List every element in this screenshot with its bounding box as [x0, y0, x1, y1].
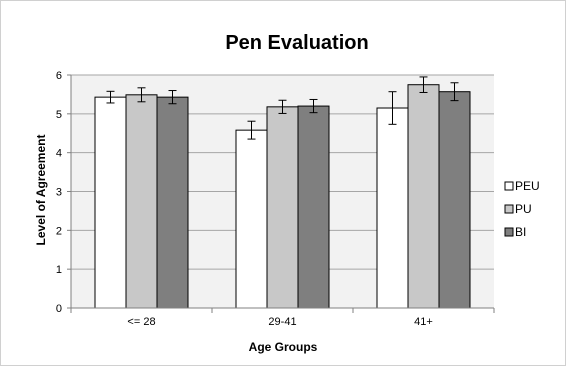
x-tick-label: 29-41: [268, 316, 296, 328]
bar-bi: [438, 91, 471, 309]
y-axis-label: Level of Agreement: [34, 135, 48, 246]
y-tick-label: 1: [56, 264, 62, 276]
plot-area: [70, 74, 494, 309]
bar-peu: [94, 96, 127, 309]
legend-swatch-bi: [504, 227, 514, 237]
x-tick-label: <= 28: [127, 316, 155, 328]
y-tick-label: 3: [56, 187, 62, 199]
legend: PEU PU BI: [504, 179, 540, 239]
x-axis-ticks: <= 28 29-41 41+: [70, 308, 495, 328]
bar-pu: [125, 94, 158, 309]
y-tick-label: 0: [56, 303, 62, 315]
y-tick-label: 5: [56, 109, 62, 121]
bar-peu: [235, 129, 268, 309]
bar-pu: [407, 84, 440, 309]
legend-label-pu: PU: [515, 202, 532, 216]
y-tick-label: 4: [56, 148, 62, 160]
legend-swatch-peu: [504, 181, 514, 191]
bar-pu: [266, 106, 299, 309]
y-tick-label: 6: [56, 70, 62, 82]
chart-title: Pen Evaluation: [225, 32, 368, 54]
x-tick-label: 41+: [414, 316, 433, 328]
legend-swatch-pu: [504, 204, 514, 214]
bar-bi: [297, 105, 330, 309]
x-axis-label: Age Groups: [249, 340, 318, 354]
y-axis-ticks: 0 1 2 3 4 5 6: [56, 70, 71, 315]
legend-label-bi: BI: [515, 225, 526, 239]
y-tick-label: 2: [56, 225, 62, 237]
bar-peu: [376, 107, 409, 309]
bar-bi: [156, 96, 189, 309]
legend-label-peu: PEU: [515, 179, 540, 193]
